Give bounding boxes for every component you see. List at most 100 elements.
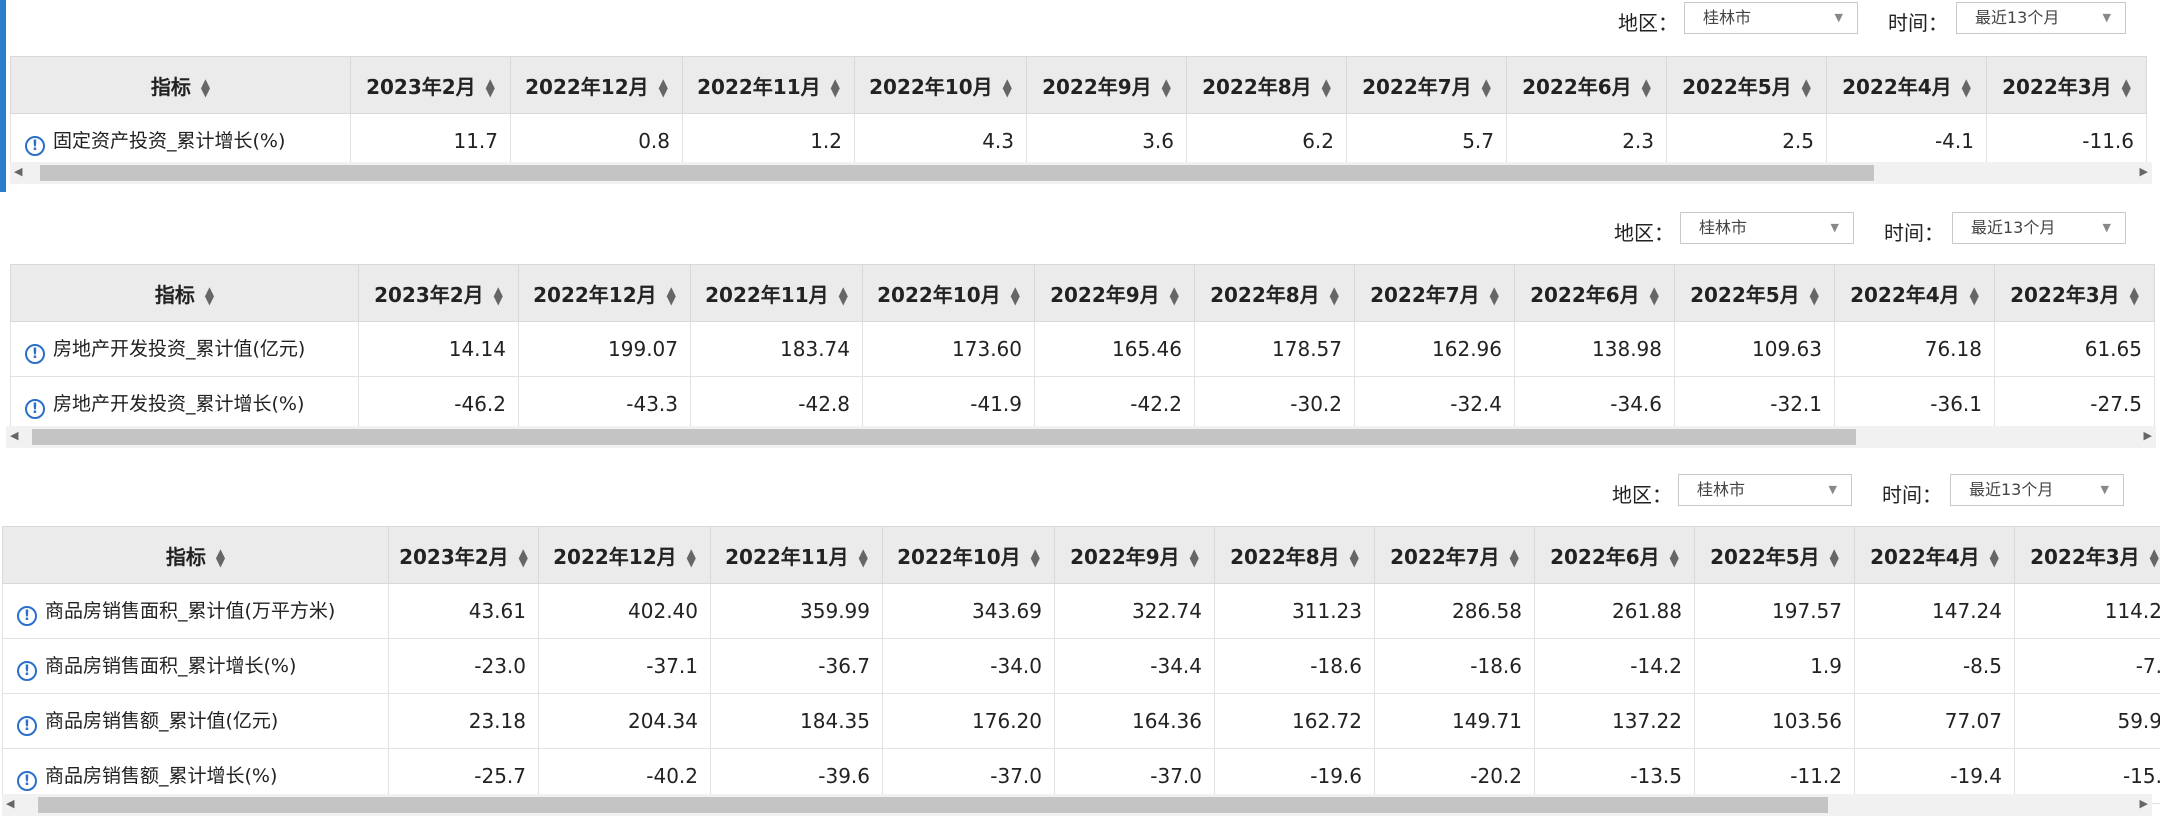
sort-icon[interactable]: ▲ ▼: [2129, 284, 2139, 307]
column-header-month[interactable]: 2022年9月 ▲ ▼: [1034, 264, 1195, 322]
column-header-month[interactable]: 2023年2月 ▲ ▼: [358, 264, 519, 322]
column-header-month[interactable]: 2022年11月 ▲ ▼: [710, 526, 883, 584]
info-icon[interactable]: !: [17, 606, 37, 626]
sort-icon[interactable]: ▲ ▼: [666, 284, 676, 307]
sort-icon[interactable]: ▲ ▼: [1169, 284, 1179, 307]
sort-icon[interactable]: ▲ ▼: [1349, 546, 1359, 569]
info-icon[interactable]: !: [25, 136, 45, 156]
column-header-indicator[interactable]: 指标 ▲ ▼: [2, 526, 389, 584]
value-cell: 183.74: [690, 321, 863, 377]
region-select[interactable]: 桂林市 ▼: [1680, 212, 1854, 244]
column-header-month[interactable]: 2022年5月 ▲ ▼: [1694, 526, 1855, 584]
info-icon[interactable]: !: [17, 771, 37, 791]
column-header-month[interactable]: 2022年11月 ▲ ▼: [682, 56, 855, 114]
sort-icon[interactable]: ▲ ▼: [1161, 76, 1171, 99]
time-select[interactable]: 最近13个月 ▼: [1952, 212, 2126, 244]
column-header-month[interactable]: 2023年2月 ▲ ▼: [388, 526, 539, 584]
sort-icon[interactable]: ▲ ▼: [1669, 546, 1679, 569]
column-header-month[interactable]: 2022年6月 ▲ ▼: [1514, 264, 1675, 322]
column-header-month[interactable]: 2022年9月 ▲ ▼: [1026, 56, 1187, 114]
column-header-month[interactable]: 2022年12月 ▲ ▼: [538, 526, 711, 584]
sort-icon[interactable]: ▲ ▼: [686, 546, 696, 569]
sort-icon[interactable]: ▲ ▼: [1989, 546, 1999, 569]
sort-icon[interactable]: ▲ ▼: [1641, 76, 1651, 99]
column-header-month[interactable]: 2022年7月 ▲ ▼: [1354, 264, 1515, 322]
sort-icon[interactable]: ▲ ▼: [2149, 546, 2159, 569]
sort-icon[interactable]: ▲ ▼: [658, 76, 668, 99]
info-icon[interactable]: !: [25, 344, 45, 364]
column-header-month[interactable]: 2022年6月 ▲ ▼: [1534, 526, 1695, 584]
sort-icon[interactable]: ▲ ▼: [838, 284, 848, 307]
column-header-month[interactable]: 2022年5月 ▲ ▼: [1666, 56, 1827, 114]
column-header-month[interactable]: 2022年7月 ▲ ▼: [1346, 56, 1507, 114]
scrollbar-thumb[interactable]: [38, 797, 1828, 813]
scroll-left-icon[interactable]: ◀: [10, 429, 19, 442]
sort-icon[interactable]: ▲ ▼: [1489, 284, 1499, 307]
sort-icon[interactable]: ▲ ▼: [1002, 76, 1012, 99]
column-header-month[interactable]: 2022年8月 ▲ ▼: [1194, 264, 1355, 322]
column-header-month[interactable]: 2022年6月 ▲ ▼: [1506, 56, 1667, 114]
sort-icon[interactable]: ▲ ▼: [1801, 76, 1811, 99]
info-icon[interactable]: !: [17, 716, 37, 736]
sort-icon[interactable]: ▲ ▼: [493, 284, 503, 307]
column-header-month[interactable]: 2022年4月 ▲ ▼: [1834, 264, 1995, 322]
column-header-month[interactable]: 2022年3月 ▲ ▼: [1986, 56, 2147, 114]
sort-icon[interactable]: ▲ ▼: [1481, 76, 1491, 99]
column-header-month[interactable]: 2022年11月 ▲ ▼: [690, 264, 863, 322]
scrollbar-thumb[interactable]: [32, 429, 1856, 445]
column-header-month[interactable]: 2022年4月 ▲ ▼: [1826, 56, 1987, 114]
sort-icon[interactable]: ▲ ▼: [1321, 76, 1331, 99]
time-select[interactable]: 最近13个月 ▼: [1956, 2, 2126, 34]
column-header-month[interactable]: 2022年10月 ▲ ▼: [854, 56, 1027, 114]
column-header-month[interactable]: 2022年3月 ▲ ▼: [2014, 526, 2160, 584]
horizontal-scrollbar[interactable]: ◀ ▶: [2, 794, 2152, 816]
time-select[interactable]: 最近13个月 ▼: [1950, 474, 2124, 506]
column-header-indicator[interactable]: 指标 ▲ ▼: [10, 264, 359, 322]
column-header-month[interactable]: 2022年10月 ▲ ▼: [882, 526, 1055, 584]
sort-icon[interactable]: ▲ ▼: [485, 76, 495, 99]
scroll-left-icon[interactable]: ◀: [14, 165, 23, 178]
info-icon[interactable]: !: [25, 399, 45, 419]
scroll-right-icon[interactable]: ▶: [2143, 429, 2152, 442]
scroll-right-icon[interactable]: ▶: [2139, 165, 2148, 178]
sort-icon[interactable]: ▲ ▼: [1010, 284, 1020, 307]
column-header-month[interactable]: 2022年7月 ▲ ▼: [1374, 526, 1535, 584]
info-icon[interactable]: !: [17, 661, 37, 681]
sort-icon[interactable]: ▲ ▼: [830, 76, 840, 99]
sort-icon[interactable]: ▲ ▼: [215, 546, 226, 569]
horizontal-scrollbar[interactable]: ◀ ▶: [6, 426, 2156, 448]
sort-icon[interactable]: ▲ ▼: [1961, 76, 1971, 99]
column-header-month[interactable]: 2022年4月 ▲ ▼: [1854, 526, 2015, 584]
sort-icon[interactable]: ▲ ▼: [518, 546, 528, 569]
region-label: 地区：: [1612, 483, 1672, 507]
scrollbar-thumb[interactable]: [40, 165, 1874, 181]
sort-icon[interactable]: ▲ ▼: [1649, 284, 1659, 307]
sort-icon[interactable]: ▲ ▼: [2121, 76, 2131, 99]
scroll-right-icon[interactable]: ▶: [2139, 797, 2148, 810]
sort-icon[interactable]: ▲ ▼: [1809, 284, 1819, 307]
sort-icon[interactable]: ▲ ▼: [1829, 546, 1839, 569]
scroll-left-icon[interactable]: ◀: [6, 797, 15, 810]
column-header-month[interactable]: 2022年12月 ▲ ▼: [510, 56, 683, 114]
column-header-month[interactable]: 2022年9月 ▲ ▼: [1054, 526, 1215, 584]
header-row: 指标 ▲ ▼ 2023年2月 ▲ ▼ 2022年12月 ▲ ▼ 2022年11月 ▲ ▼ 2022年10…: [2, 526, 2160, 584]
column-header-month[interactable]: 2022年8月 ▲ ▼: [1214, 526, 1375, 584]
region-select[interactable]: 桂林市 ▼: [1684, 2, 1858, 34]
column-header-month[interactable]: 2022年12月 ▲ ▼: [518, 264, 691, 322]
column-header-indicator[interactable]: 指标 ▲ ▼: [10, 56, 351, 114]
sort-icon[interactable]: ▲ ▼: [1189, 546, 1199, 569]
column-header-month[interactable]: 2022年10月 ▲ ▼: [862, 264, 1035, 322]
column-header-month[interactable]: 2023年2月 ▲ ▼: [350, 56, 511, 114]
sort-icon[interactable]: ▲ ▼: [858, 546, 868, 569]
sort-icon[interactable]: ▲ ▼: [1969, 284, 1979, 307]
sort-icon[interactable]: ▲ ▼: [204, 284, 215, 307]
column-header-month[interactable]: 2022年8月 ▲ ▼: [1186, 56, 1347, 114]
region-select[interactable]: 桂林市 ▼: [1678, 474, 1852, 506]
sort-icon[interactable]: ▲ ▼: [1329, 284, 1339, 307]
sort-icon[interactable]: ▲ ▼: [1030, 546, 1040, 569]
sort-icon[interactable]: ▲ ▼: [1509, 546, 1519, 569]
sort-icon[interactable]: ▲ ▼: [200, 76, 211, 99]
horizontal-scrollbar[interactable]: ◀ ▶: [10, 162, 2152, 184]
column-header-month[interactable]: 2022年3月 ▲ ▼: [1994, 264, 2155, 322]
column-header-month[interactable]: 2022年5月 ▲ ▼: [1674, 264, 1835, 322]
